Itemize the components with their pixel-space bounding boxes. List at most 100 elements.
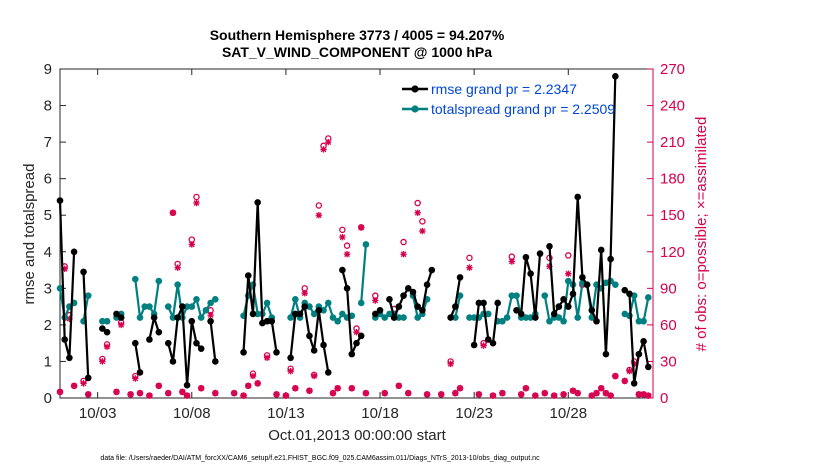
totalspread-point bbox=[395, 314, 403, 321]
rmse-point bbox=[513, 306, 520, 314]
rmse-point bbox=[419, 306, 426, 314]
obs-assimilated-point bbox=[532, 392, 539, 399]
totalspread-line bbox=[360, 244, 367, 304]
rmse-point bbox=[532, 314, 539, 321]
obs-assimilated-point bbox=[80, 380, 87, 387]
obs-assimilated-point bbox=[626, 367, 633, 375]
totalspread-point bbox=[84, 292, 92, 299]
rmse-point bbox=[348, 350, 356, 358]
obs-assimilated-point bbox=[70, 382, 78, 390]
obs-assimilated-point bbox=[640, 391, 647, 398]
rmse-point bbox=[179, 303, 186, 310]
obs-assimilated-point bbox=[127, 391, 134, 398]
rmse-point bbox=[80, 268, 87, 276]
rmse-point bbox=[480, 299, 487, 307]
rmse-point bbox=[569, 290, 577, 298]
totalspread-point bbox=[574, 314, 581, 321]
obs-assimilated-point bbox=[602, 389, 610, 397]
totalspread-point bbox=[499, 317, 506, 325]
totalspread-point bbox=[132, 275, 139, 283]
obs-assimilated-point bbox=[635, 391, 643, 398]
y-left-ticks: 0 1 2 3 4 5 6 7 8 9 bbox=[44, 61, 66, 407]
y-right-tick-label: 60 bbox=[660, 317, 677, 334]
totalspread-point bbox=[306, 303, 313, 310]
y-tick-label: 0 bbox=[44, 390, 52, 407]
obs-assimilated-point bbox=[550, 392, 558, 399]
rmse-point bbox=[84, 374, 92, 382]
plot-frame bbox=[59, 68, 654, 399]
rmse-point bbox=[292, 310, 299, 318]
obs-possible-point bbox=[400, 238, 407, 246]
y-axis-label: rmse and totalspread bbox=[21, 164, 38, 305]
totalspread-point bbox=[564, 277, 572, 285]
obs-assimilated-point bbox=[518, 391, 525, 398]
obs-possible-point bbox=[343, 242, 351, 249]
rmse-line bbox=[167, 305, 203, 387]
obs-assimilated-point bbox=[400, 251, 407, 258]
y-tick-label: 2 bbox=[44, 317, 52, 334]
obs-possible-point bbox=[565, 252, 572, 259]
rmse-point bbox=[560, 296, 567, 303]
rmse-point bbox=[263, 317, 271, 325]
x-tick-label: 10/18 bbox=[361, 405, 399, 422]
totalspread-point bbox=[560, 317, 567, 325]
rmse-point bbox=[640, 338, 647, 345]
totalspread-point bbox=[484, 310, 492, 318]
rmse-point bbox=[61, 336, 69, 343]
obs-assimilated-point bbox=[508, 258, 516, 265]
obs-assimilated-point bbox=[292, 385, 299, 392]
legend-spread-marker bbox=[411, 105, 419, 113]
rmse-point bbox=[301, 303, 309, 310]
obs-assimilated-point bbox=[438, 391, 445, 398]
obs-assimilated-point bbox=[381, 389, 388, 397]
obs-assimilated-point bbox=[343, 251, 351, 258]
rmse-point bbox=[583, 281, 591, 288]
obs-assimilated-point bbox=[480, 342, 487, 349]
rmse-point bbox=[164, 339, 172, 347]
totalspread-point bbox=[470, 314, 478, 321]
rmse-point bbox=[564, 303, 572, 310]
totalspread-point bbox=[555, 314, 563, 321]
y-tick-label: 7 bbox=[44, 134, 52, 151]
x-axis-label: Oct.01,2013 00:00:00 start bbox=[268, 427, 446, 444]
totalspread-point bbox=[329, 314, 337, 321]
obs-assimilated-point bbox=[475, 391, 483, 398]
obs-assimilated-point bbox=[99, 358, 106, 365]
rmse-point bbox=[146, 336, 153, 343]
totalspread-point bbox=[174, 281, 181, 288]
totalspread-point bbox=[207, 299, 214, 307]
obs-assimilated-point bbox=[329, 389, 337, 397]
rmse-point bbox=[400, 292, 407, 299]
obs-assimilated-point bbox=[405, 389, 412, 397]
plot-area bbox=[59, 68, 654, 399]
obs-assimilated-point bbox=[179, 388, 186, 396]
totalspread-point bbox=[508, 292, 516, 299]
totalspread-point bbox=[155, 277, 163, 285]
obs-assimilated-point bbox=[395, 382, 403, 390]
totalspread-point bbox=[640, 317, 647, 325]
obs-count-markers bbox=[56, 135, 652, 399]
rmse-point bbox=[550, 310, 558, 318]
rmse-point bbox=[306, 332, 313, 340]
y-right-tick-label: 120 bbox=[660, 244, 685, 261]
obs-assimilated-point bbox=[61, 265, 68, 273]
obs-assimilated-point bbox=[565, 270, 572, 277]
obs-assimilated-point bbox=[273, 391, 280, 398]
rmse-point bbox=[404, 285, 412, 292]
rmse-point bbox=[372, 310, 379, 318]
rmse-point bbox=[626, 290, 633, 298]
obs-assimilated-point bbox=[588, 392, 596, 399]
x-tick-label: 10/08 bbox=[173, 405, 211, 422]
rmse-point bbox=[320, 341, 327, 349]
obs-assimilated-point bbox=[263, 354, 271, 361]
obs-assimilated-point bbox=[607, 392, 614, 399]
y-right-tick-label: 90 bbox=[660, 280, 677, 297]
rmse-point bbox=[310, 347, 318, 354]
rmse-point bbox=[386, 296, 393, 303]
obs-assimilated-point bbox=[66, 315, 73, 322]
rmse-point bbox=[546, 242, 553, 250]
rmse-point bbox=[66, 354, 73, 362]
rmse-point bbox=[324, 369, 332, 376]
obs-assimilated-point bbox=[423, 391, 431, 398]
